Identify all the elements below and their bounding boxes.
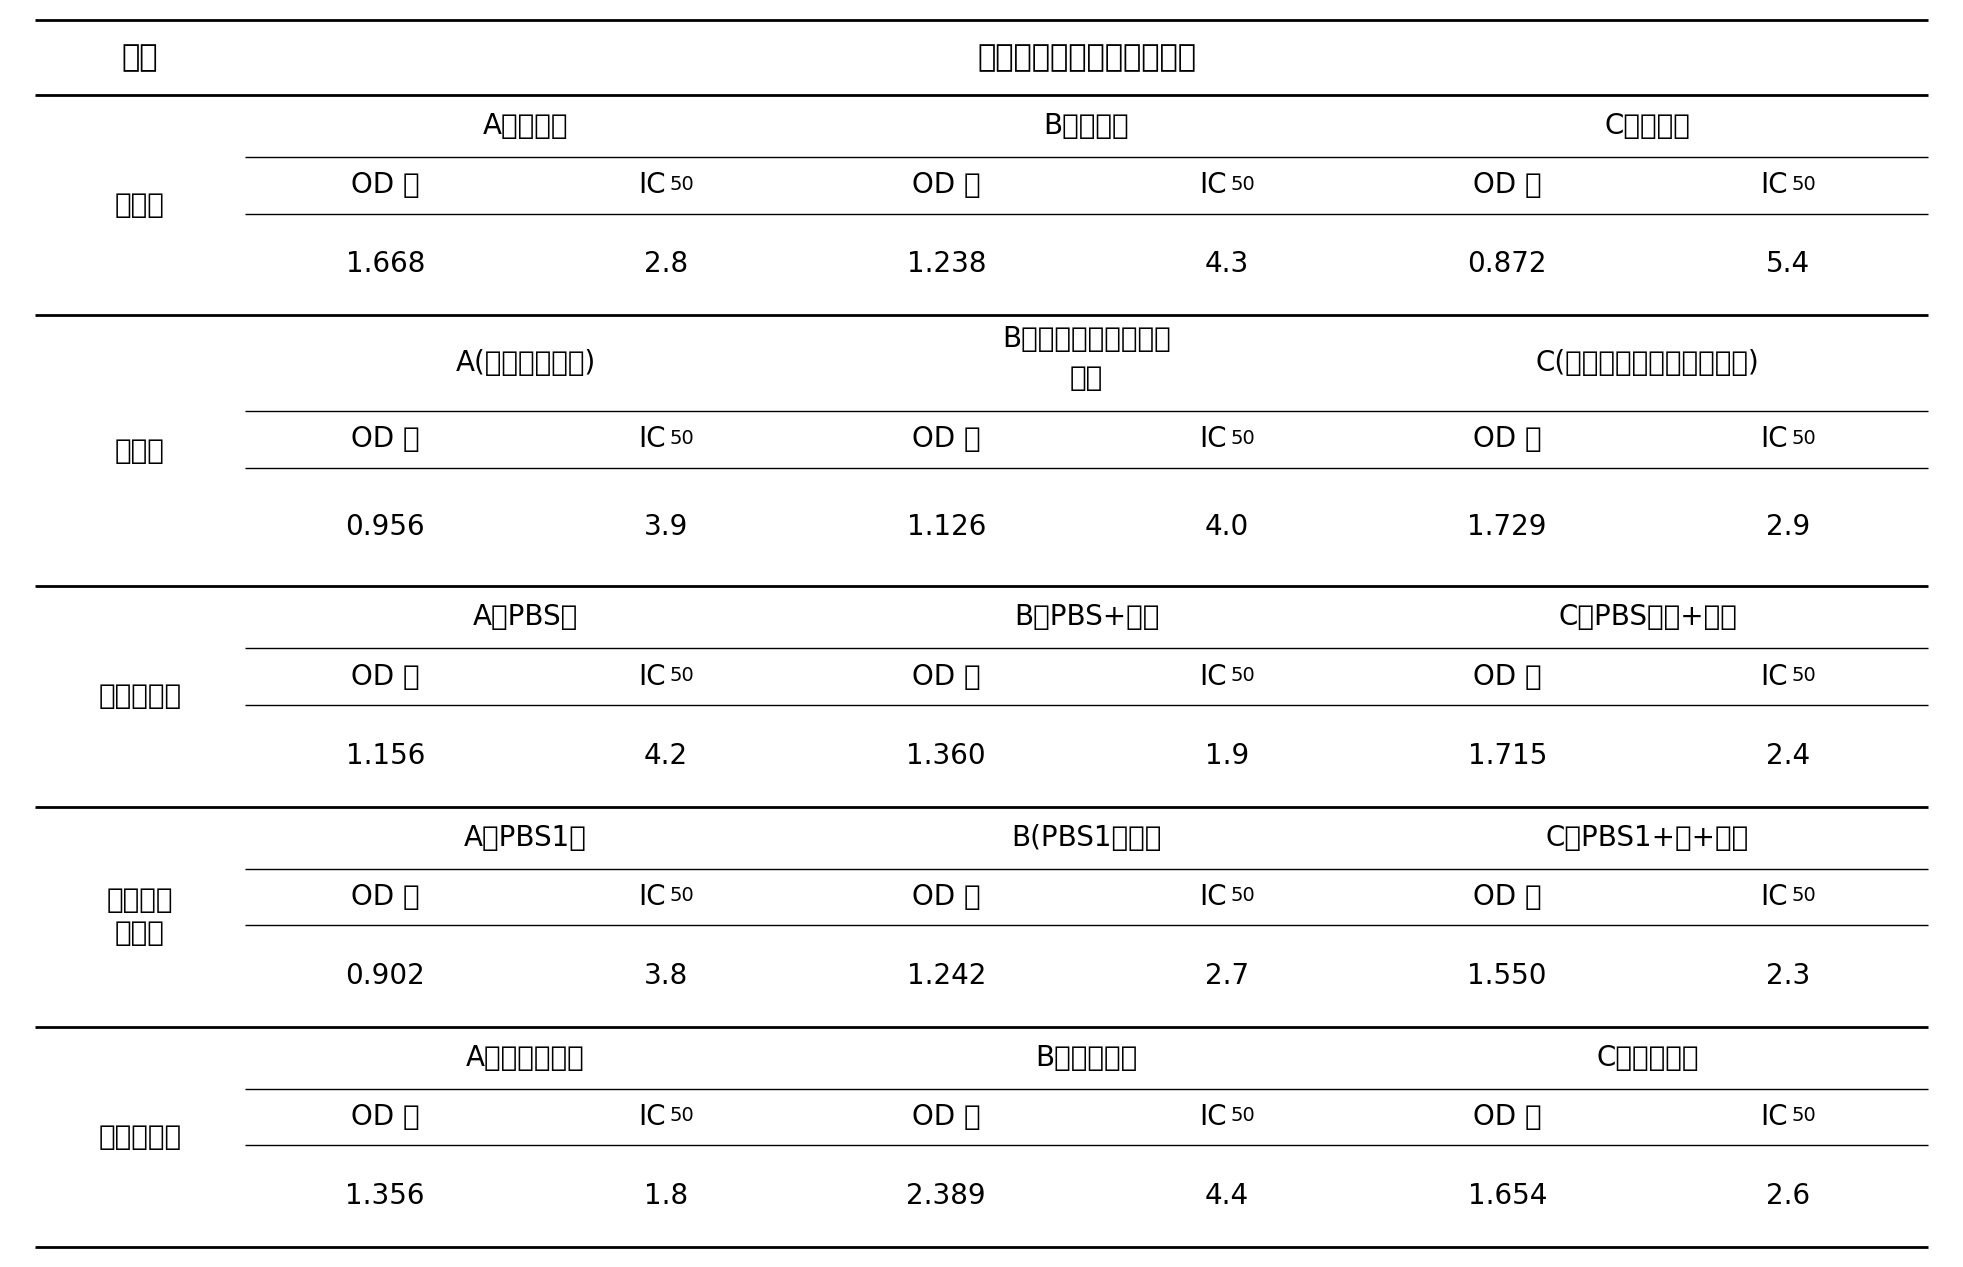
Text: OD 值: OD 值: [351, 883, 420, 911]
Text: OD 值: OD 值: [913, 1104, 982, 1131]
Text: 50: 50: [1231, 175, 1256, 194]
Text: IC: IC: [1199, 1104, 1227, 1131]
Text: 1.156: 1.156: [345, 741, 424, 770]
Text: 1.654: 1.654: [1468, 1182, 1547, 1210]
Text: OD 值: OD 值: [913, 883, 982, 911]
Text: C（PBS1+保+稳）: C（PBS1+保+稳）: [1547, 824, 1749, 851]
Text: OD 值: OD 值: [351, 426, 420, 454]
Text: 2.3: 2.3: [1765, 962, 1810, 990]
Text: 50: 50: [669, 886, 695, 905]
Text: IC: IC: [638, 171, 665, 199]
Text: OD 值: OD 值: [351, 663, 420, 691]
Text: C（柠缓）: C（柠缓）: [1604, 111, 1690, 141]
Text: 1.715: 1.715: [1468, 741, 1547, 770]
Text: 白）: 白）: [1070, 364, 1103, 392]
Text: 4.4: 4.4: [1205, 1182, 1248, 1210]
Text: OD 值: OD 值: [1472, 883, 1541, 911]
Text: IC: IC: [1761, 883, 1788, 911]
Text: 1.550: 1.550: [1468, 962, 1547, 990]
Text: 50: 50: [669, 1106, 695, 1125]
Text: 50: 50: [1792, 428, 1816, 447]
Text: 包被液: 包被液: [116, 191, 165, 219]
Text: OD 值: OD 值: [351, 1104, 420, 1131]
Text: IC: IC: [1761, 1104, 1788, 1131]
Text: 2.6: 2.6: [1765, 1182, 1810, 1210]
Text: 0.956: 0.956: [345, 513, 426, 541]
Text: 1.8: 1.8: [644, 1182, 687, 1210]
Text: 50: 50: [669, 428, 695, 447]
Text: OD 值: OD 值: [913, 663, 982, 691]
Text: 2.4: 2.4: [1765, 741, 1810, 770]
Text: IC: IC: [1199, 883, 1227, 911]
Text: 50: 50: [1231, 666, 1256, 685]
Text: IC: IC: [638, 663, 665, 691]
Text: 1.356: 1.356: [345, 1182, 426, 1210]
Text: 50: 50: [1231, 886, 1256, 905]
Text: A（PBS1）: A（PBS1）: [463, 824, 587, 851]
Text: 0.902: 0.902: [345, 962, 426, 990]
Text: 底物显色液: 底物显色液: [98, 1123, 181, 1150]
Text: IC: IC: [1761, 426, 1788, 454]
Text: 分类: 分类: [122, 43, 159, 72]
Text: B（磷缓）: B（磷缓）: [1044, 111, 1129, 141]
Text: 不同的稺释液、缓冲液对比: 不同的稺释液、缓冲液对比: [978, 43, 1195, 72]
Text: 3.9: 3.9: [644, 513, 687, 541]
Text: 1.238: 1.238: [907, 251, 985, 279]
Text: IC: IC: [1199, 426, 1227, 454]
Text: B（缓冲液＋血清＋蛋: B（缓冲液＋血清＋蛋: [1003, 326, 1170, 353]
Text: A（碳缓）: A（碳缓）: [483, 111, 567, 141]
Text: 1.242: 1.242: [907, 962, 985, 990]
Text: OD 值: OD 值: [913, 426, 982, 454]
Text: 抗体稺释液: 抗体稺释液: [98, 683, 181, 711]
Text: 50: 50: [1792, 175, 1816, 194]
Text: OD 值: OD 值: [351, 171, 420, 199]
Text: B（高浓度）: B（高浓度）: [1035, 1044, 1139, 1072]
Text: OD 值: OD 值: [1472, 663, 1541, 691]
Text: 2.7: 2.7: [1205, 962, 1248, 990]
Text: 1.360: 1.360: [907, 741, 985, 770]
Text: 1.126: 1.126: [907, 513, 985, 541]
Text: 封闭液: 封闭液: [116, 437, 165, 465]
Text: 1.729: 1.729: [1468, 513, 1547, 541]
Text: 50: 50: [1792, 1106, 1816, 1125]
Text: 2.389: 2.389: [907, 1182, 985, 1210]
Text: IC: IC: [638, 426, 665, 454]
Text: OD 值: OD 值: [1472, 426, 1541, 454]
Text: OD 值: OD 值: [1472, 1104, 1541, 1131]
Text: C（低浓度）: C（低浓度）: [1596, 1044, 1698, 1072]
Text: 50: 50: [1792, 886, 1816, 905]
Text: IC: IC: [638, 1104, 665, 1131]
Text: 50: 50: [1792, 666, 1816, 685]
Text: 1.668: 1.668: [345, 251, 424, 279]
Text: A（PBS）: A（PBS）: [473, 603, 579, 631]
Text: A（中等浓度）: A（中等浓度）: [465, 1044, 585, 1072]
Text: OD 值: OD 值: [913, 171, 982, 199]
Text: IC: IC: [1761, 663, 1788, 691]
Text: 50: 50: [1231, 1106, 1256, 1125]
Text: 50: 50: [669, 666, 695, 685]
Text: IC: IC: [1761, 171, 1788, 199]
Text: 50: 50: [669, 175, 695, 194]
Text: C(缓冲液＋血清＋蛋白＋防): C(缓冲液＋血清＋蛋白＋防): [1535, 350, 1759, 378]
Text: 0.872: 0.872: [1468, 251, 1547, 279]
Text: B（PBS+保）: B（PBS+保）: [1013, 603, 1160, 631]
Text: C（PBS＋保+稳）: C（PBS＋保+稳）: [1559, 603, 1737, 631]
Text: IC: IC: [638, 883, 665, 911]
Text: 3.8: 3.8: [644, 962, 687, 990]
Text: 50: 50: [1231, 428, 1256, 447]
Text: 4.3: 4.3: [1205, 251, 1248, 279]
Text: A(缓冲液＋血清): A(缓冲液＋血清): [455, 350, 595, 378]
Text: 2.9: 2.9: [1765, 513, 1810, 541]
Text: B(PBS1＋保）: B(PBS1＋保）: [1011, 824, 1162, 851]
Text: 4.0: 4.0: [1205, 513, 1248, 541]
Text: IC: IC: [1199, 663, 1227, 691]
Text: 酶标二抗
稺释液: 酶标二抗 稺释液: [106, 887, 173, 946]
Text: 4.2: 4.2: [644, 741, 687, 770]
Text: OD 值: OD 值: [1472, 171, 1541, 199]
Text: IC: IC: [1199, 171, 1227, 199]
Text: 2.8: 2.8: [644, 251, 687, 279]
Text: 5.4: 5.4: [1765, 251, 1810, 279]
Text: 1.9: 1.9: [1205, 741, 1248, 770]
